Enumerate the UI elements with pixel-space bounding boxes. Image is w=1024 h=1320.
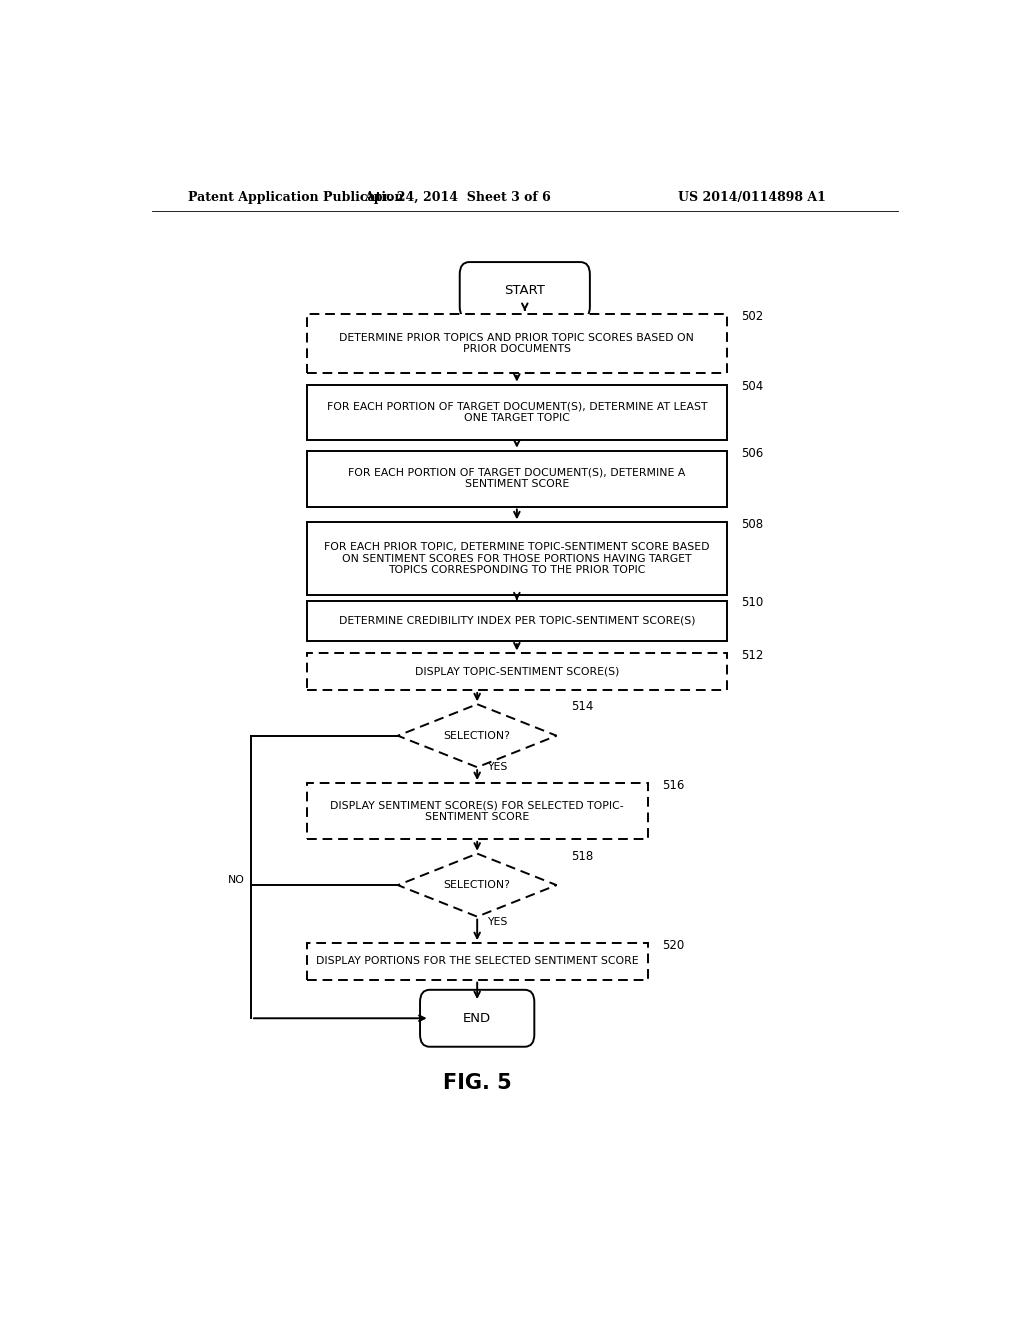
Text: 510: 510 [741, 597, 764, 610]
Text: DETERMINE PRIOR TOPICS AND PRIOR TOPIC SCORES BASED ON
PRIOR DOCUMENTS: DETERMINE PRIOR TOPICS AND PRIOR TOPIC S… [339, 333, 694, 354]
Bar [306, 450, 727, 507]
FancyBboxPatch shape [460, 263, 590, 319]
Text: SELECTION?: SELECTION? [443, 731, 511, 741]
Text: US 2014/0114898 A1: US 2014/0114898 A1 [679, 190, 826, 203]
Bar [306, 783, 648, 840]
Text: 502: 502 [741, 310, 764, 323]
Text: 514: 514 [570, 700, 593, 713]
Text: FOR EACH PRIOR TOPIC, DETERMINE TOPIC-SENTIMENT SCORE BASED
ON SENTIMENT SCORES : FOR EACH PRIOR TOPIC, DETERMINE TOPIC-SE… [325, 543, 710, 576]
Text: 504: 504 [741, 380, 764, 393]
Bar [306, 384, 727, 441]
Text: FOR EACH PORTION OF TARGET DOCUMENT(S), DETERMINE A
SENTIMENT SCORE: FOR EACH PORTION OF TARGET DOCUMENT(S), … [348, 467, 685, 490]
Bar [306, 653, 727, 690]
Bar [306, 523, 727, 595]
Text: 520: 520 [663, 939, 684, 952]
Text: DISPLAY TOPIC-SENTIMENT SCORE(S): DISPLAY TOPIC-SENTIMENT SCORE(S) [415, 667, 620, 677]
Text: DETERMINE CREDIBILITY INDEX PER TOPIC-SENTIMENT SCORE(S): DETERMINE CREDIBILITY INDEX PER TOPIC-SE… [339, 616, 695, 626]
Text: 516: 516 [663, 779, 684, 792]
Text: DISPLAY SENTIMENT SCORE(S) FOR SELECTED TOPIC-
SENTIMENT SCORE: DISPLAY SENTIMENT SCORE(S) FOR SELECTED … [331, 800, 624, 822]
Text: Apr. 24, 2014  Sheet 3 of 6: Apr. 24, 2014 Sheet 3 of 6 [364, 190, 551, 203]
Text: 506: 506 [741, 446, 764, 459]
Text: 518: 518 [570, 850, 593, 862]
Bar [306, 314, 727, 372]
Text: NO: NO [227, 875, 245, 884]
Polygon shape [397, 704, 557, 767]
Text: FIG. 5: FIG. 5 [442, 1073, 512, 1093]
Text: SELECTION?: SELECTION? [443, 880, 511, 890]
Bar [306, 601, 727, 642]
Text: FOR EACH PORTION OF TARGET DOCUMENT(S), DETERMINE AT LEAST
ONE TARGET TOPIC: FOR EACH PORTION OF TARGET DOCUMENT(S), … [327, 401, 708, 424]
Text: DISPLAY PORTIONS FOR THE SELECTED SENTIMENT SCORE: DISPLAY PORTIONS FOR THE SELECTED SENTIM… [315, 957, 639, 966]
Text: Patent Application Publication: Patent Application Publication [187, 190, 403, 203]
Text: 512: 512 [741, 649, 764, 663]
Text: END: END [463, 1011, 492, 1024]
Polygon shape [397, 854, 557, 916]
Bar [306, 942, 648, 979]
Text: START: START [505, 284, 545, 297]
FancyBboxPatch shape [420, 990, 535, 1047]
Text: YES: YES [486, 762, 507, 772]
Text: 508: 508 [741, 519, 764, 531]
Text: YES: YES [486, 916, 507, 927]
